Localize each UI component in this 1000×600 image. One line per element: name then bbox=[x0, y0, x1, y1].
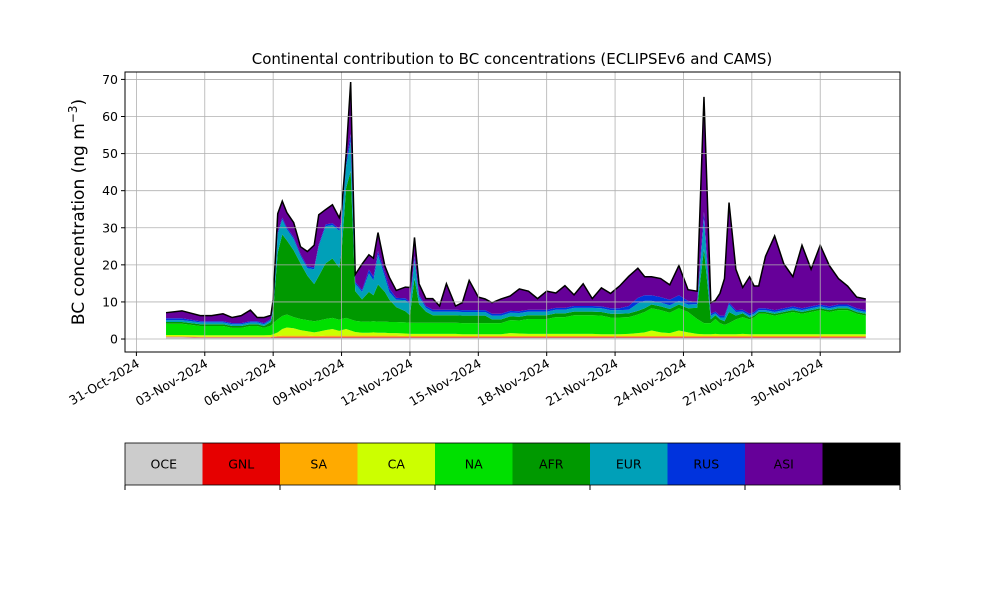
x-tick-label: 31-Oct-2024 bbox=[66, 356, 142, 408]
chart-title: Continental contribution to BC concentra… bbox=[252, 50, 773, 68]
legend-swatch-na bbox=[435, 443, 513, 485]
legend-label-ca: CA bbox=[388, 457, 406, 472]
legend-swatch-sa bbox=[280, 443, 358, 485]
total-line bbox=[165, 81, 866, 319]
legend-label-oce: OCE bbox=[151, 457, 178, 472]
legend-swatch-rus bbox=[667, 443, 745, 485]
x-tick-label: 24-Nov-2024 bbox=[611, 356, 689, 409]
x-tick-label: 27-Nov-2024 bbox=[680, 356, 758, 409]
legend-swatch-gnl bbox=[202, 443, 280, 485]
plot-frame bbox=[124, 71, 901, 353]
y-tick-label: 0 bbox=[110, 332, 118, 347]
x-tick-label: 09-Nov-2024 bbox=[270, 356, 348, 409]
legend-swatch-oce bbox=[125, 443, 203, 485]
legend: OCE GNL SA CA NA AFR EUR RUS ASI AUS bbox=[124, 442, 901, 490]
x-tick-label: 03-Nov-2024 bbox=[133, 356, 211, 409]
y-tick-label: 40 bbox=[102, 183, 118, 198]
y-axis-label-main: BC concentration (ng m bbox=[69, 123, 89, 325]
area-oce bbox=[166, 337, 866, 340]
legend-label-eur: EUR bbox=[616, 457, 642, 472]
legend-swatch-afr bbox=[512, 443, 590, 485]
plot-area: 0 10 20 30 40 50 60 70 31-Oct-202403-Nov-202406-… bbox=[66, 71, 901, 409]
y-tick-label: 10 bbox=[102, 294, 118, 309]
y-tick-label: 20 bbox=[102, 257, 118, 272]
legend-label-asi: ASI bbox=[774, 457, 794, 472]
x-tick-label: 06-Nov-2024 bbox=[201, 356, 279, 409]
area-na bbox=[166, 308, 866, 336]
legend-label-aus: AUS bbox=[848, 457, 874, 472]
area-asi bbox=[166, 82, 866, 324]
y-tick-label: 60 bbox=[102, 109, 118, 124]
area-sa bbox=[166, 335, 866, 338]
area-afr bbox=[166, 171, 866, 328]
x-tick-label: 15-Nov-2024 bbox=[406, 356, 484, 409]
legend-swatch-eur bbox=[590, 443, 668, 485]
y-axis-label: BC concentration (ng m−3) bbox=[66, 99, 89, 325]
area-gnl bbox=[166, 336, 866, 338]
legend-label-na: NA bbox=[465, 457, 483, 472]
x-tick-label: 12-Nov-2024 bbox=[338, 356, 416, 409]
legend-swatch-aus bbox=[822, 443, 900, 485]
legend-swatch-asi bbox=[745, 443, 823, 485]
legend-frame bbox=[124, 442, 901, 486]
x-tick-label: 18-Nov-2024 bbox=[475, 356, 553, 409]
legend-label-afr: AFR bbox=[539, 457, 564, 472]
y-axis-label-superscript: −3 bbox=[66, 105, 80, 123]
legend-label-sa: SA bbox=[310, 457, 327, 472]
y-tick-label: 30 bbox=[102, 220, 118, 235]
area-ca bbox=[166, 327, 866, 337]
legend-label-rus: RUS bbox=[693, 457, 719, 472]
x-tick-label: 21-Nov-2024 bbox=[543, 356, 621, 409]
legend-label-gnl: GNL bbox=[228, 457, 254, 472]
y-axis-label-close: ) bbox=[69, 99, 89, 106]
y-tick-label: 50 bbox=[102, 146, 118, 161]
y-tick-label: 70 bbox=[102, 72, 118, 87]
x-tick-label: 30-Nov-2024 bbox=[748, 356, 826, 409]
legend-swatch-ca bbox=[357, 443, 435, 485]
